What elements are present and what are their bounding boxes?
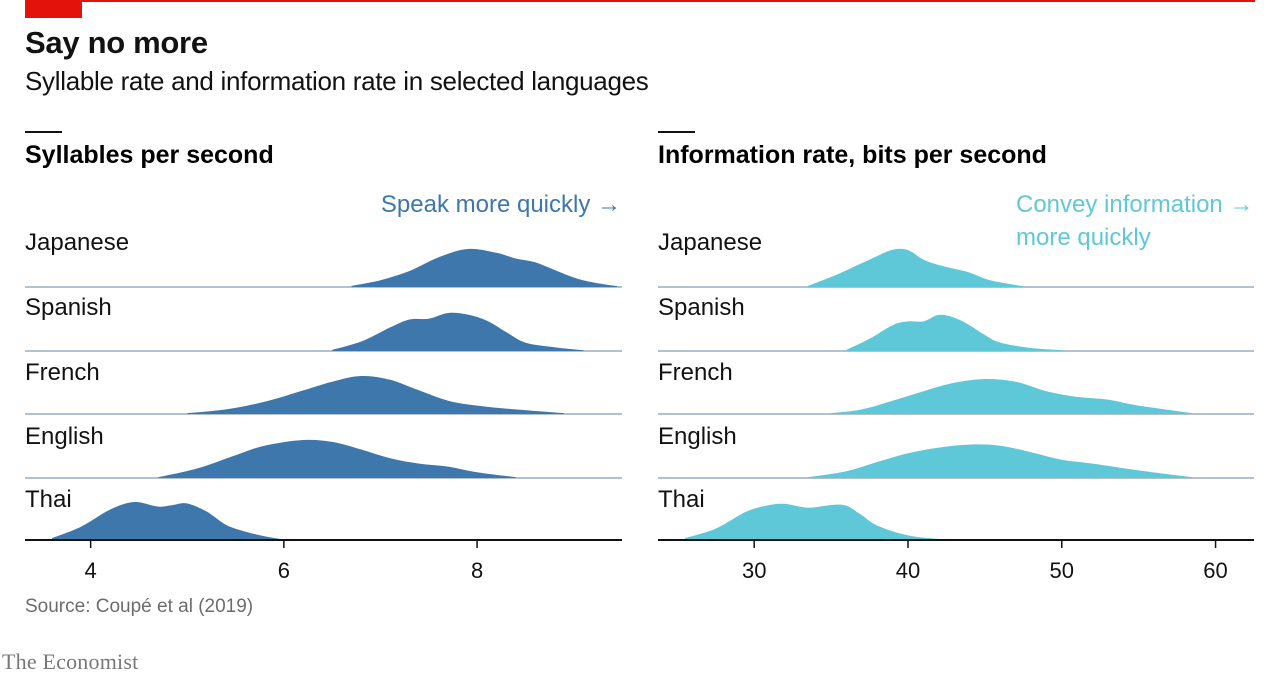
- brand-tab: [25, 0, 82, 18]
- panel-information: Information rate, bits per second Convey…: [658, 131, 1254, 583]
- ridge-label: English: [25, 423, 104, 450]
- x-axis: 30 40 50 60: [658, 539, 1254, 583]
- ridge-label: Thai: [658, 486, 705, 513]
- ridge-label: French: [25, 359, 100, 386]
- ridge-area-thai: [52, 501, 284, 540]
- x-tick-label: 4: [85, 558, 97, 583]
- x-tick-label: 8: [471, 558, 483, 583]
- ridge-area-thai: [685, 503, 947, 540]
- annotation-line-2: more quickly: [1016, 224, 1151, 251]
- ridge-area-english: [808, 444, 1193, 478]
- ridge-label: Japanese: [25, 229, 129, 256]
- ridge-area-english: [158, 439, 516, 478]
- x-tick-label: 40: [896, 558, 920, 583]
- brand-rule: [25, 0, 1255, 2]
- ridges: Japanese Spanish French English Thai: [658, 229, 1254, 540]
- ridge-area-japanese: [351, 248, 618, 287]
- panel-syllables: Syllables per second Speak more quickly …: [25, 131, 622, 583]
- chart-title: Say no more: [25, 25, 208, 60]
- ridge-label: Japanese: [658, 229, 762, 256]
- ridge-area-french: [831, 378, 1193, 414]
- ridge-label: English: [658, 423, 737, 450]
- panel-title: Syllables per second: [25, 141, 274, 169]
- ridge-label: Thai: [25, 486, 72, 513]
- panel-title-rule: [25, 131, 62, 133]
- ridge-area-french: [187, 375, 565, 414]
- panel-title: Information rate, bits per second: [658, 141, 1047, 169]
- x-tick-label: 60: [1203, 558, 1227, 583]
- annotation-line-1: Convey information →: [1016, 191, 1253, 218]
- source-note: Source: Coupé et al (2019): [25, 596, 254, 617]
- publisher-logo: The Economist: [2, 649, 139, 674]
- ridge-label: French: [658, 359, 733, 386]
- chart-subtitle: Syllable rate and information rate in se…: [25, 66, 649, 96]
- x-tick-label: 50: [1050, 558, 1074, 583]
- x-tick-label: 6: [278, 558, 290, 583]
- ridges: Japanese Spanish French English Thai: [25, 229, 622, 540]
- ridge-area-japanese: [808, 248, 1024, 287]
- x-axis: 4 6 8: [25, 539, 622, 583]
- ridge-area-spanish: [332, 312, 584, 351]
- ridge-label: Spanish: [658, 294, 745, 321]
- annotation: Speak more quickly →: [381, 191, 621, 218]
- x-tick-label: 30: [742, 558, 766, 583]
- ridge-area-spanish: [846, 314, 1062, 351]
- panel-title-rule: [658, 131, 695, 133]
- ridge-label: Spanish: [25, 294, 112, 321]
